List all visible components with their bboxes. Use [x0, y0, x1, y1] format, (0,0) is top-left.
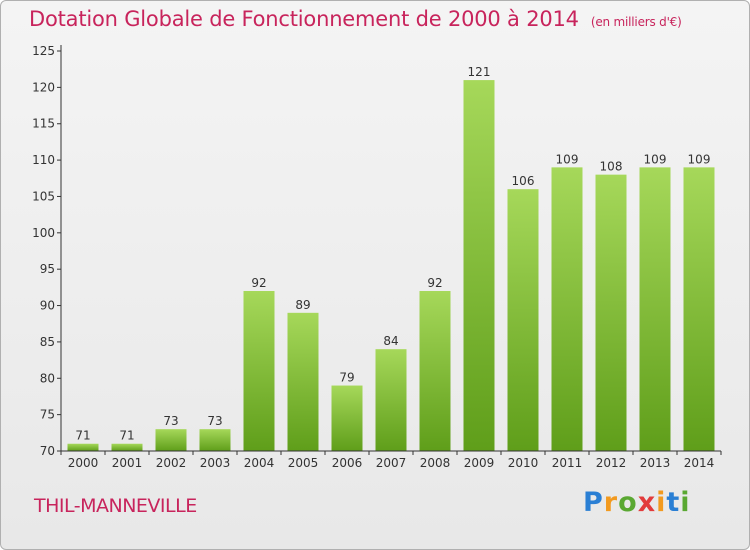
bar-2006 — [331, 385, 363, 451]
x-tick-label-2008: 2008 — [420, 456, 451, 470]
bar-2007 — [375, 349, 407, 451]
y-tick-label: 85 — [40, 335, 55, 349]
y-tick-label: 120 — [32, 80, 55, 94]
y-tick-label: 80 — [40, 371, 55, 385]
value-label-2005: 89 — [295, 298, 310, 312]
bar-2003 — [199, 429, 231, 451]
y-tick-label: 100 — [32, 226, 55, 240]
logo-letter: t — [666, 487, 681, 518]
bar-2008 — [419, 291, 451, 451]
bars: 71 71 73 73 92 89 79 84 92 121 106 109 108 109 109 — [67, 65, 715, 452]
logo-letter: i — [656, 487, 667, 518]
value-label-2001: 71 — [119, 429, 134, 443]
proxiti-logo: Proxiti — [583, 487, 691, 518]
value-label-2002: 73 — [163, 414, 178, 428]
x-tick-label-2014: 2014 — [684, 456, 715, 470]
x-tick-label-2013: 2013 — [640, 456, 671, 470]
x-tick-label-2009: 2009 — [464, 456, 495, 470]
y-tick-label: 105 — [32, 189, 55, 203]
bar-2000 — [67, 443, 99, 451]
value-label-2007: 84 — [383, 334, 398, 348]
logo-letter: o — [618, 487, 638, 518]
x-tick-label-2006: 2006 — [332, 456, 363, 470]
value-label-2010: 106 — [512, 174, 535, 188]
value-label-2003: 73 — [207, 414, 222, 428]
y-tick-label: 75 — [40, 408, 55, 422]
x-tick-label-2010: 2010 — [508, 456, 539, 470]
bar-2013 — [639, 167, 671, 451]
x-tick-label-2002: 2002 — [156, 456, 187, 470]
bar-2001 — [111, 443, 143, 451]
bar-2002 — [155, 429, 187, 451]
value-label-2013: 109 — [644, 152, 667, 166]
x-tick-label-2003: 2003 — [200, 456, 231, 470]
y-tick-label: 115 — [32, 117, 55, 131]
bar-2012 — [595, 174, 627, 452]
bar-2005 — [287, 312, 319, 451]
x-tick-label-2001: 2001 — [112, 456, 143, 470]
value-label-2009: 121 — [468, 65, 491, 79]
bar-2004 — [243, 291, 275, 451]
y-tick-label: 110 — [32, 153, 55, 167]
y-tick-label: 125 — [32, 44, 55, 58]
logo-letter: r — [603, 487, 619, 518]
value-label-2014: 109 — [688, 152, 711, 166]
y-tick-label: 70 — [40, 444, 55, 458]
x-tick-label-2004: 2004 — [244, 456, 275, 470]
bar-2011 — [551, 167, 583, 451]
unit-note: (en milliers d'€) — [590, 15, 682, 29]
x-tick-label-2005: 2005 — [288, 456, 319, 470]
x-tick-label-2012: 2012 — [596, 456, 627, 470]
y-tick-label: 95 — [40, 262, 55, 276]
bar-2010 — [507, 189, 539, 451]
value-label-2004: 92 — [251, 276, 266, 290]
value-label-2000: 71 — [75, 429, 90, 443]
chart-title: Dotation Globale de Fonctionnement de 20… — [29, 7, 682, 31]
logo-letter: i — [680, 487, 691, 518]
value-label-2008: 92 — [427, 276, 442, 290]
x-tick-label-2000: 2000 — [68, 456, 99, 470]
x-axis: 2000 2001 2002 2003 2004 2005 2006 2007 2008 2009… — [60, 450, 722, 470]
bar-2009 — [463, 80, 495, 451]
logo-letter: P — [583, 487, 604, 518]
bar-2014 — [683, 167, 715, 451]
x-tick-label-2011: 2011 — [552, 456, 583, 470]
value-label-2011: 109 — [556, 152, 579, 166]
x-tick-label-2007: 2007 — [376, 456, 407, 470]
value-label-2006: 79 — [339, 371, 354, 385]
chart-title-text: Dotation Globale de Fonctionnement de 20… — [29, 7, 579, 31]
commune-name: THIL-MANNEVILLE — [34, 495, 197, 517]
logo-letter: x — [637, 487, 657, 518]
value-label-2012: 108 — [600, 160, 623, 174]
y-tick-label: 90 — [40, 299, 55, 313]
y-axis: 70 75 80 85 90 95 100 105 110 115 120 125 — [32, 44, 62, 458]
